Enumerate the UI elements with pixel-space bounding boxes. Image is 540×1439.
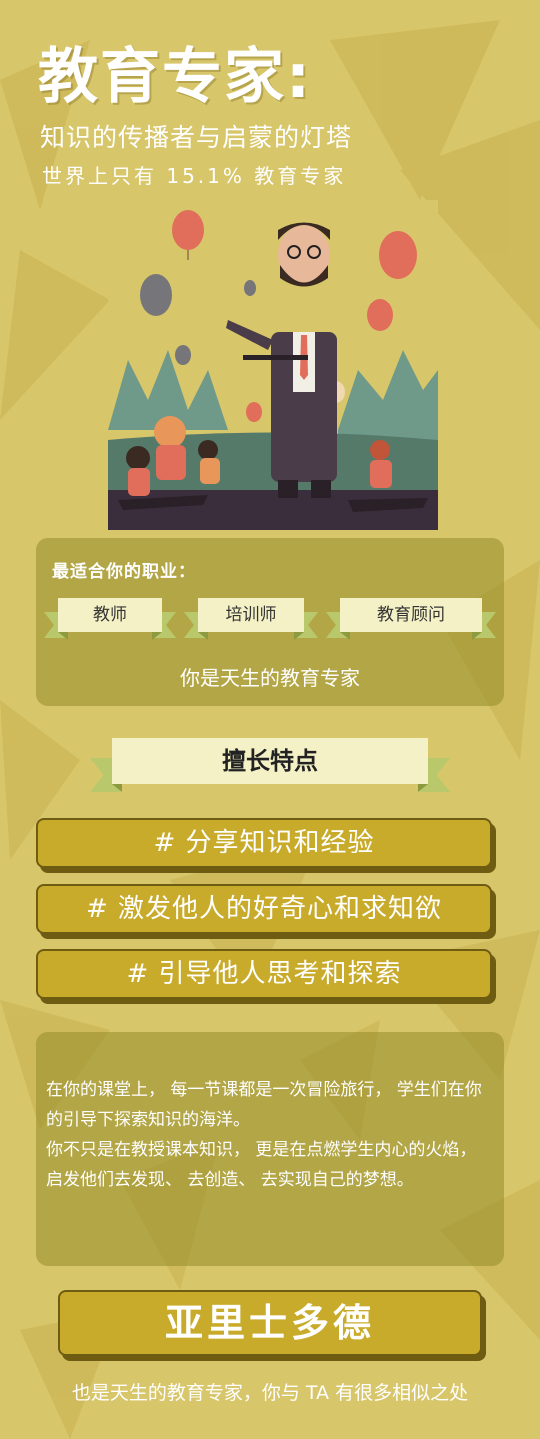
ribbon-fold-left — [198, 632, 208, 640]
page-header: 教育专家: — [38, 28, 312, 115]
ribbon-fold-right — [294, 632, 304, 640]
career-tag-label: 教育顾问 — [340, 598, 482, 632]
ribbon-fold-left — [58, 632, 68, 640]
description-paragraph-2: 你不只是在教授课本知识， 更是在点燃学生内心的火焰， 启发他们去发现、 去创造、… — [46, 1140, 477, 1190]
career-tag-consultant: 教育顾问 — [326, 598, 496, 648]
career-tag-trainer: 培训师 — [184, 598, 318, 648]
percentage-stat: 世界上只有 15.1% 教育专家 — [42, 164, 347, 188]
ribbon-fold-left — [112, 784, 122, 792]
ribbon-fold-left — [340, 632, 350, 640]
ribbon-fold-right — [152, 632, 162, 640]
description-panel — [36, 1032, 504, 1266]
career-tag-teacher: 教师 — [44, 598, 176, 648]
teacher-illustration — [108, 200, 438, 530]
description-text: 在你的课堂上， 每一节课都是一次冒险旅行， 学生们在你的引导下探索知识的海洋。 … — [46, 1075, 496, 1195]
ribbon-fold-right — [418, 784, 428, 792]
description-paragraph-1: 在你的课堂上， 每一节课都是一次冒险旅行， 学生们在你的引导下探索知识的海洋。 — [46, 1080, 482, 1130]
career-tag-label: 培训师 — [198, 598, 304, 632]
footer-text: 也是天生的教育专家，你与 TA 有很多相似之处 — [71, 1382, 469, 1404]
strengths-title: 擅长特点 — [112, 738, 428, 784]
career-tagline: 你是天生的教育专家 — [180, 666, 360, 690]
career-label: 最适合你的职业： — [52, 562, 196, 582]
page-subtitle: 知识的传播者与启蒙的灯塔 — [40, 123, 353, 152]
strengths-banner: 擅长特点 — [90, 738, 450, 798]
strength-item: # 激发他人的好奇心和求知欲 — [36, 884, 492, 934]
ribbon-fold-right — [472, 632, 482, 640]
strength-item: # 引导他人思考和探索 — [36, 949, 492, 999]
career-tag-label: 教师 — [58, 598, 162, 632]
famous-person-name: 亚里士多德 — [58, 1290, 482, 1356]
page-title: 教育专家: — [38, 42, 312, 112]
strength-item: # 分享知识和经验 — [36, 818, 492, 868]
